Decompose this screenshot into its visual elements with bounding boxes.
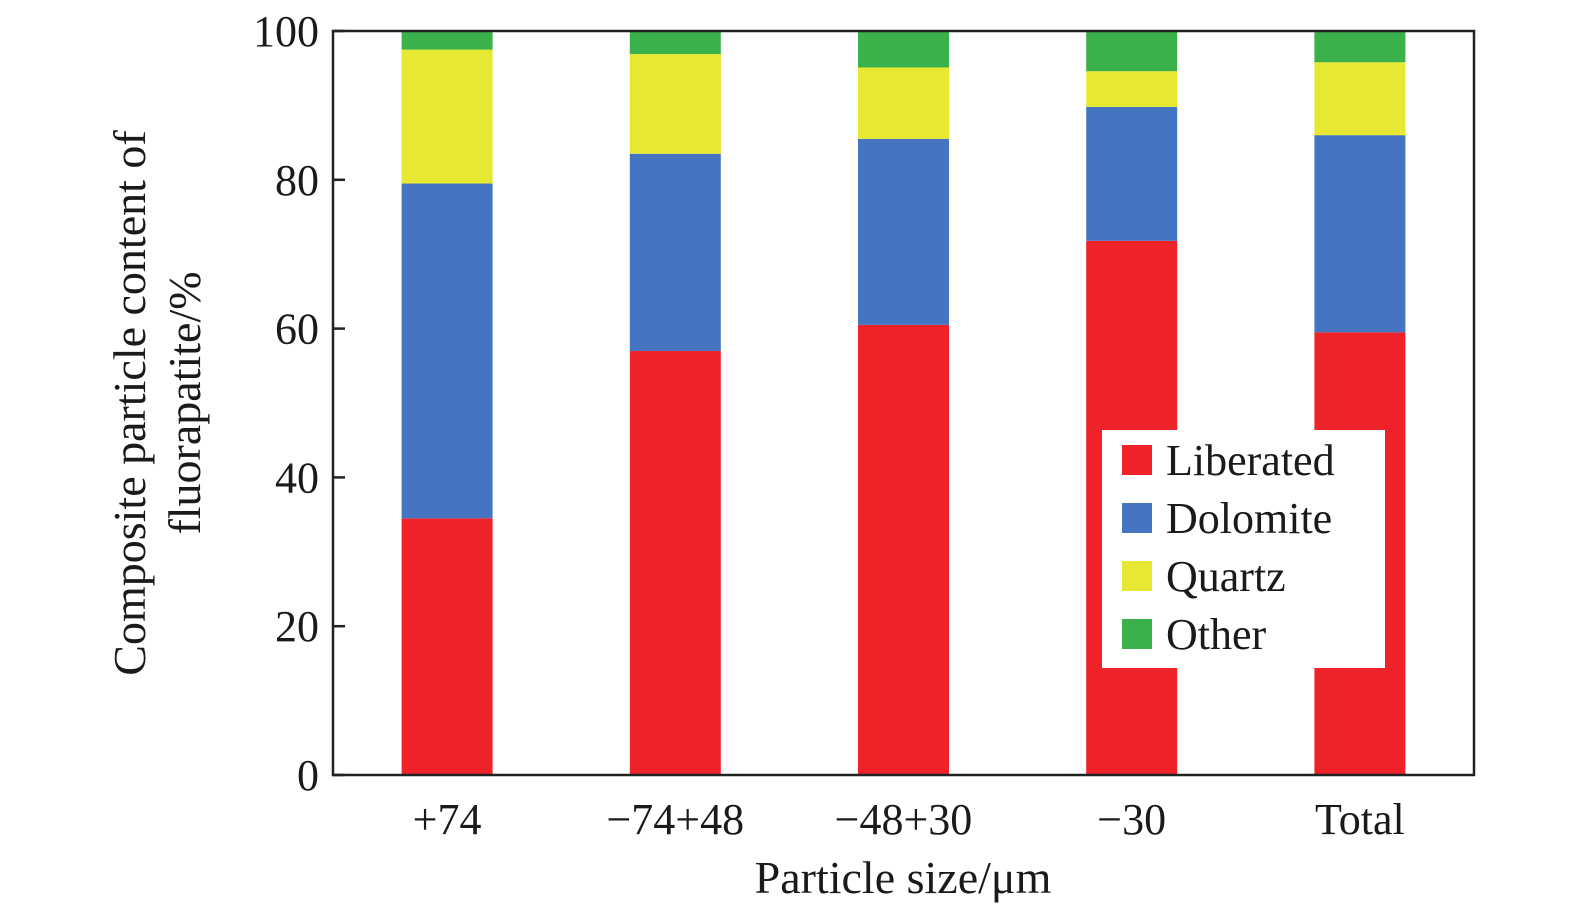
bar-segment-dolomite (1086, 106, 1178, 241)
legend-label-quartz: Quartz (1166, 552, 1286, 601)
x-axis-label: Particle size/μm (755, 852, 1052, 903)
bar-segment-other (629, 31, 721, 55)
bar-segment-dolomite (401, 183, 493, 519)
legend-swatch-liberated (1122, 445, 1152, 475)
bar-segment-liberated (858, 324, 949, 775)
y-tick-label: 40 (275, 453, 319, 502)
bar-segment-liberated (401, 518, 493, 775)
legend-label-other: Other (1166, 610, 1267, 659)
bar-segment-quartz (401, 49, 493, 184)
bar-segment-liberated (629, 350, 721, 775)
bar-segment-quartz (1314, 62, 1406, 136)
y-tick-label: 60 (275, 305, 319, 354)
bar-segment-dolomite (629, 153, 721, 351)
bar-segment-quartz (1086, 71, 1178, 107)
bar-segment-quartz (629, 54, 721, 154)
bar-segment-other (858, 31, 949, 68)
bar-segment-other (1314, 31, 1406, 63)
x-tick-label: Total (1315, 795, 1405, 844)
y-tick-label: 80 (275, 156, 319, 205)
legend-label-liberated: Liberated (1166, 436, 1335, 485)
legend-swatch-other (1122, 619, 1152, 649)
y-tick-label: 100 (253, 7, 319, 56)
legend-swatch-dolomite (1122, 503, 1152, 533)
x-axis-ticks: +74 −74+48 −48+30 −30 Total (413, 795, 1405, 844)
plot-frame (331, 29, 1476, 777)
legend-swatch-quartz (1122, 561, 1152, 591)
y-axis-label-line-1: Composite particle content of (104, 130, 155, 676)
bar-segment-other (401, 31, 493, 50)
y-axis-label: Composite particle content of fluorapati… (104, 130, 210, 676)
bar-segment-other (1086, 31, 1178, 72)
bar-segment-dolomite (1314, 135, 1406, 333)
bar-segment-quartz (858, 67, 949, 139)
y-axis-ticks: 0 20 40 60 80 100 (253, 7, 345, 800)
legend-label-dolomite: Dolomite (1166, 494, 1332, 543)
x-tick-label: +74 (413, 795, 482, 844)
x-tick-label: −30 (1097, 795, 1166, 844)
y-tick-label: 20 (275, 602, 319, 651)
y-axis-label-line-2: fluorapatite/% (159, 271, 210, 534)
legend: Liberated Dolomite Quartz Other (1102, 430, 1385, 668)
x-tick-label: −74+48 (606, 795, 744, 844)
bar-segment-dolomite (858, 138, 949, 325)
y-tick-label: 0 (297, 751, 319, 800)
x-tick-label: −48+30 (835, 795, 973, 844)
